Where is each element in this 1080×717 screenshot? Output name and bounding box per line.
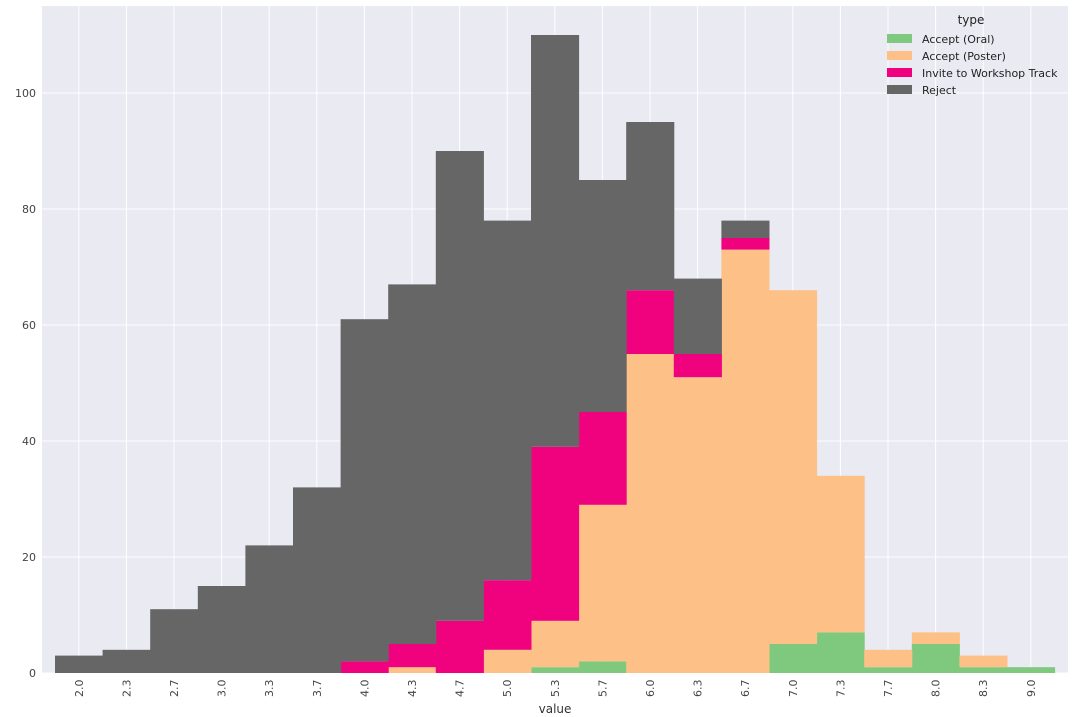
x-tick-label: 2.0 <box>73 680 86 698</box>
bar-segment <box>864 649 913 668</box>
x-tick-label: 7.3 <box>834 680 847 698</box>
x-tick-label: 4.3 <box>406 680 419 698</box>
bars-group <box>55 35 1056 673</box>
x-tick-label: 2.3 <box>120 680 133 698</box>
bar-segment <box>578 661 627 673</box>
bar-segment <box>673 377 722 673</box>
bar-segment <box>388 667 437 673</box>
legend-label: Invite to Workshop Track <box>922 67 1058 80</box>
bar-segment <box>435 151 484 621</box>
x-tick-label: 4.7 <box>454 680 467 698</box>
bar-segment <box>435 620 484 673</box>
x-axis-label: value <box>539 702 572 716</box>
bar-segment <box>483 220 532 581</box>
x-tick-label: 5.0 <box>501 680 514 698</box>
y-tick-label: 60 <box>22 319 36 332</box>
y-tick-label: 40 <box>22 435 36 448</box>
x-tick-label: 6.0 <box>644 680 657 698</box>
bar-segment <box>388 284 437 644</box>
x-tick-label: 5.3 <box>549 680 562 698</box>
legend-label: Accept (Oral) <box>922 33 995 46</box>
bar-segment <box>531 35 580 447</box>
bar-segment <box>959 667 1008 673</box>
x-tick-label: 3.3 <box>263 680 276 698</box>
x-tick-label: 4.0 <box>358 680 371 698</box>
bar-segment <box>721 249 770 673</box>
legend-swatch <box>887 68 912 77</box>
x-tick-label: 7.7 <box>882 680 895 698</box>
bar-segment <box>911 632 960 644</box>
bar-segment <box>673 354 722 378</box>
bar-segment <box>531 620 580 668</box>
y-tick-label: 80 <box>22 203 36 216</box>
bar-segment <box>293 487 342 673</box>
legend-swatch <box>887 34 912 43</box>
bar-segment <box>578 412 627 505</box>
bar-segment <box>483 580 532 650</box>
bar-segment <box>1007 667 1056 673</box>
bar-segment <box>673 278 722 354</box>
x-tick-label: 3.0 <box>216 680 229 698</box>
legend-items: Accept (Oral) Accept (Poster) Invite to Wo… <box>887 33 1058 97</box>
legend-swatch <box>887 85 912 94</box>
x-tick-label: 5.7 <box>596 680 609 698</box>
bar-segment <box>959 655 1008 668</box>
bar-segment <box>578 180 627 412</box>
bar-segment <box>55 655 104 673</box>
bar-segment <box>816 632 865 673</box>
bar-segment <box>911 644 960 673</box>
bar-segment <box>150 609 199 673</box>
x-axis-ticks: 2.0 2.3 2.7 3.0 3.3 3.7 4.0 4.3 4.7 5.0 5.3 5.7 6.0 6… <box>73 680 1038 698</box>
x-tick-label: 6.7 <box>739 680 752 698</box>
legend-label: Accept (Poster) <box>922 50 1006 63</box>
bar-segment <box>340 319 389 662</box>
legend: type Accept (Oral) Accept (Poster) Invite … <box>887 13 1058 97</box>
bar-segment <box>626 122 675 291</box>
bar-segment <box>531 667 580 673</box>
bar-segment <box>721 238 770 250</box>
y-tick-label: 20 <box>22 551 36 564</box>
x-tick-label: 6.3 <box>692 680 705 698</box>
y-axis-ticks: 0 20 40 60 80 100 <box>15 87 36 680</box>
y-tick-label: 0 <box>29 667 36 680</box>
legend-swatch <box>887 51 912 60</box>
x-tick-label: 8.3 <box>977 680 990 698</box>
x-tick-label: 3.7 <box>311 680 324 698</box>
bar-segment <box>483 649 532 673</box>
x-tick-label: 2.7 <box>168 680 181 698</box>
bar-segment <box>102 649 151 673</box>
bar-segment <box>245 545 294 673</box>
bar-segment <box>626 290 675 354</box>
bar-segment <box>626 354 675 673</box>
bar-segment <box>340 661 389 673</box>
legend-title: type <box>958 13 985 27</box>
legend-label: Reject <box>922 84 957 97</box>
bar-segment <box>578 504 627 662</box>
bar-segment <box>197 586 246 673</box>
x-tick-label: 8.0 <box>930 680 943 698</box>
bar-segment <box>816 475 865 633</box>
x-tick-label: 9.0 <box>1025 680 1038 698</box>
bar-segment <box>864 667 913 673</box>
bar-segment <box>769 644 818 673</box>
bar-segment <box>531 446 580 621</box>
x-tick-label: 7.0 <box>787 680 800 698</box>
bar-segment <box>769 290 818 644</box>
bar-segment <box>721 220 770 238</box>
bar-segment <box>388 644 437 668</box>
y-tick-label: 100 <box>15 87 36 100</box>
